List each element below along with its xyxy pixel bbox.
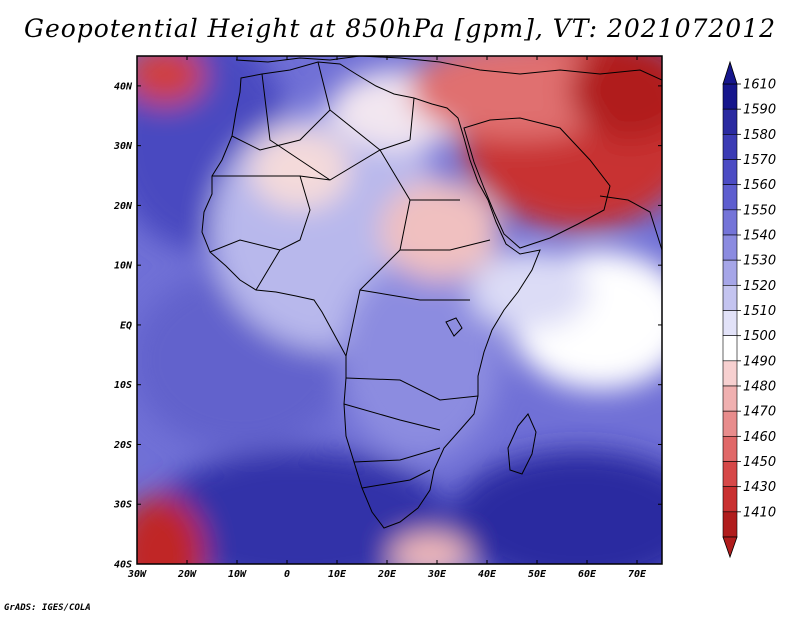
asia-coast [599, 195, 662, 251]
colorbar-segment [722, 436, 738, 462]
arabia [463, 117, 611, 249]
lat-label: 10N [114, 261, 133, 272]
colorbar-label: 1570 [743, 153, 776, 168]
lat-label: 30N [113, 141, 133, 152]
colorbar-label: 1490 [743, 354, 776, 369]
lon-label: 50E [528, 569, 547, 580]
colorbar-label: 1590 [743, 103, 776, 118]
country-borders [209, 61, 491, 489]
colorbar-label: 1450 [743, 455, 776, 470]
grads-credit: GrADS: IGES/COLA [4, 603, 91, 613]
lat-label: 20S [113, 440, 132, 451]
lat-label: EQ [120, 320, 132, 331]
colorbar-label: 1510 [743, 304, 776, 319]
colorbar-segment [722, 310, 738, 336]
colorbar-segment [722, 108, 738, 135]
colorbar-segment [722, 335, 738, 362]
colorbar-label: 1580 [743, 128, 776, 143]
lon-label: 20W [177, 569, 197, 580]
colorbar-segment [722, 511, 738, 538]
colorbar-label: 1470 [743, 405, 776, 420]
lon-label: 40E [478, 569, 497, 580]
colorbar-segment [722, 486, 738, 513]
lon-label: 10E [328, 569, 347, 580]
colorbar-segment [722, 209, 738, 236]
colorbar-min-arrow [722, 536, 738, 559]
lon-label: 20E [377, 569, 397, 580]
lat-label: 10S [114, 380, 132, 391]
lon-label: 10W [228, 569, 247, 580]
colorbar-segment [722, 461, 738, 487]
colorbar-segment [722, 83, 738, 110]
colorbar-label: 1480 [743, 380, 776, 395]
colorbar-label: 1550 [743, 203, 776, 218]
colorbar-label: 1520 [743, 279, 776, 294]
map-frame [136, 55, 663, 565]
latitude-axis: 40N 30N 20N 10N EQ 10S 20S 30S 40S [113, 81, 662, 571]
colorbar-label: 1610 [743, 78, 776, 93]
lon-label: 0 [284, 569, 290, 580]
africa-coastline [201, 61, 541, 529]
colorbar-label: 1410 [743, 505, 776, 520]
colorbar-segment [722, 134, 738, 160]
lake-victoria [445, 317, 463, 337]
lat-label: 20N [113, 201, 133, 212]
colorbar-segment [722, 184, 738, 211]
continent-outlines [201, 56, 662, 529]
lat-label: 40N [114, 81, 133, 92]
colorbar-label: 1430 [743, 480, 776, 495]
height-field [137, 56, 662, 564]
colorbar-segment [722, 385, 738, 412]
colorbar-segment [722, 285, 738, 311]
lat-label: 30S [113, 500, 132, 511]
europe-south [235, 56, 662, 81]
lon-label: 60E [578, 569, 597, 580]
colorbar-label: 1560 [743, 178, 776, 193]
colorbar-segment [722, 259, 738, 286]
longitude-axis: 30W 20W 10W 0 10E 20E 30E 40E 50E 60E 70E [127, 56, 647, 580]
lon-label: 30W [127, 569, 147, 580]
colorbar-segment [722, 234, 738, 261]
lat-label: 40S [114, 560, 132, 571]
colorbar-label: 1540 [743, 229, 776, 244]
colorbar-label: 1460 [743, 430, 776, 445]
chart-title: Geopotential Height at 850hPa [gpm], VT:… [23, 14, 777, 43]
colorbar-segment [722, 410, 738, 437]
colorbar-segment [722, 159, 738, 185]
lon-label: 70E [628, 569, 647, 580]
colorbar-label: 1530 [743, 254, 776, 269]
colorbar: 1610 1590 1580 1570 1560 1550 1540 1530 1520 1510… [722, 60, 776, 559]
colorbar-segment [722, 360, 738, 387]
colorbar-label: 1500 [743, 329, 776, 344]
madagascar [507, 413, 537, 475]
colorbar-max-arrow [722, 60, 738, 85]
lon-label: 30E [427, 569, 447, 580]
